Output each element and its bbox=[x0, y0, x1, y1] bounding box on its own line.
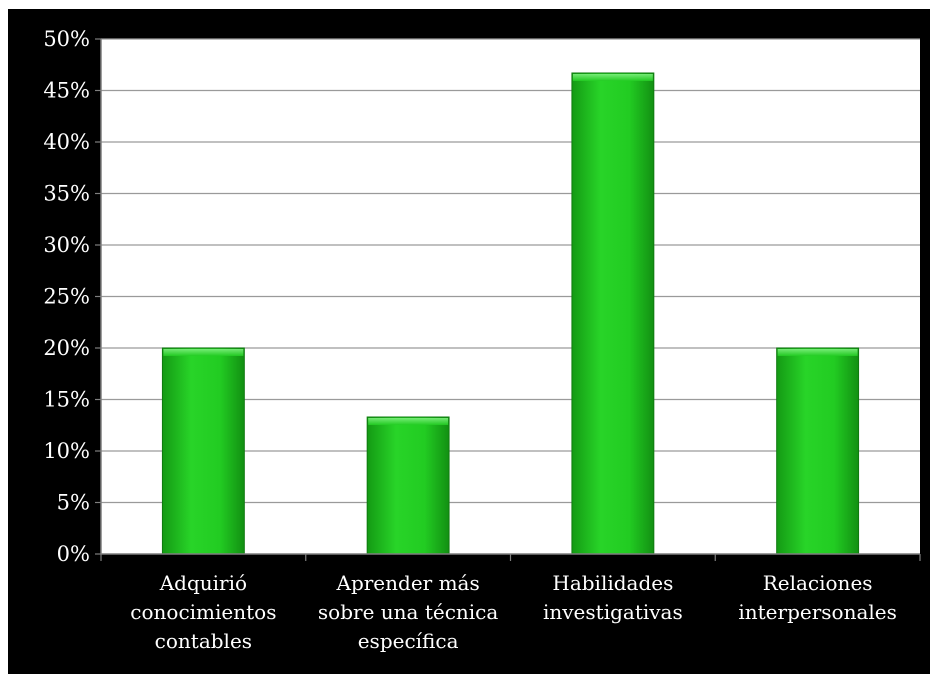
y-tick-labels: 0% 5% 10% 15% 20% 25% 30% 35% 40% 45% 50% bbox=[43, 27, 90, 566]
bars bbox=[161, 72, 860, 555]
bar-highlight bbox=[163, 349, 244, 356]
bar bbox=[776, 347, 860, 555]
x-category-label: Habilidades investigativas bbox=[543, 571, 683, 624]
y-tick-label: 30% bbox=[43, 233, 90, 257]
bar-highlight bbox=[368, 418, 449, 426]
y-tick-label: 0% bbox=[57, 542, 90, 566]
y-tick-label: 5% bbox=[57, 491, 90, 515]
x-category-label: Aprender más sobre una técnica específica bbox=[318, 571, 498, 653]
bar-highlight bbox=[572, 73, 653, 81]
y-tick-label: 40% bbox=[43, 130, 90, 154]
y-tick-label: 25% bbox=[43, 285, 90, 309]
y-tick-label: 10% bbox=[43, 439, 90, 463]
x-category-label: Relaciones interpersonales bbox=[738, 571, 897, 624]
y-tick-label: 20% bbox=[43, 336, 90, 360]
bar bbox=[161, 347, 245, 555]
bar-highlight bbox=[777, 349, 858, 356]
x-category-labels: Adquirió conocimientos contables Aprender m… bbox=[130, 571, 897, 653]
bar bbox=[366, 416, 450, 555]
x-category-label: Adquirió conocimientos contables bbox=[130, 571, 276, 653]
y-tick-label: 50% bbox=[43, 27, 90, 51]
y-tick-label: 45% bbox=[43, 79, 90, 103]
bar bbox=[571, 72, 655, 555]
y-tick-label: 35% bbox=[43, 182, 90, 206]
axes bbox=[95, 38, 921, 561]
y-tick-label: 15% bbox=[43, 388, 90, 412]
